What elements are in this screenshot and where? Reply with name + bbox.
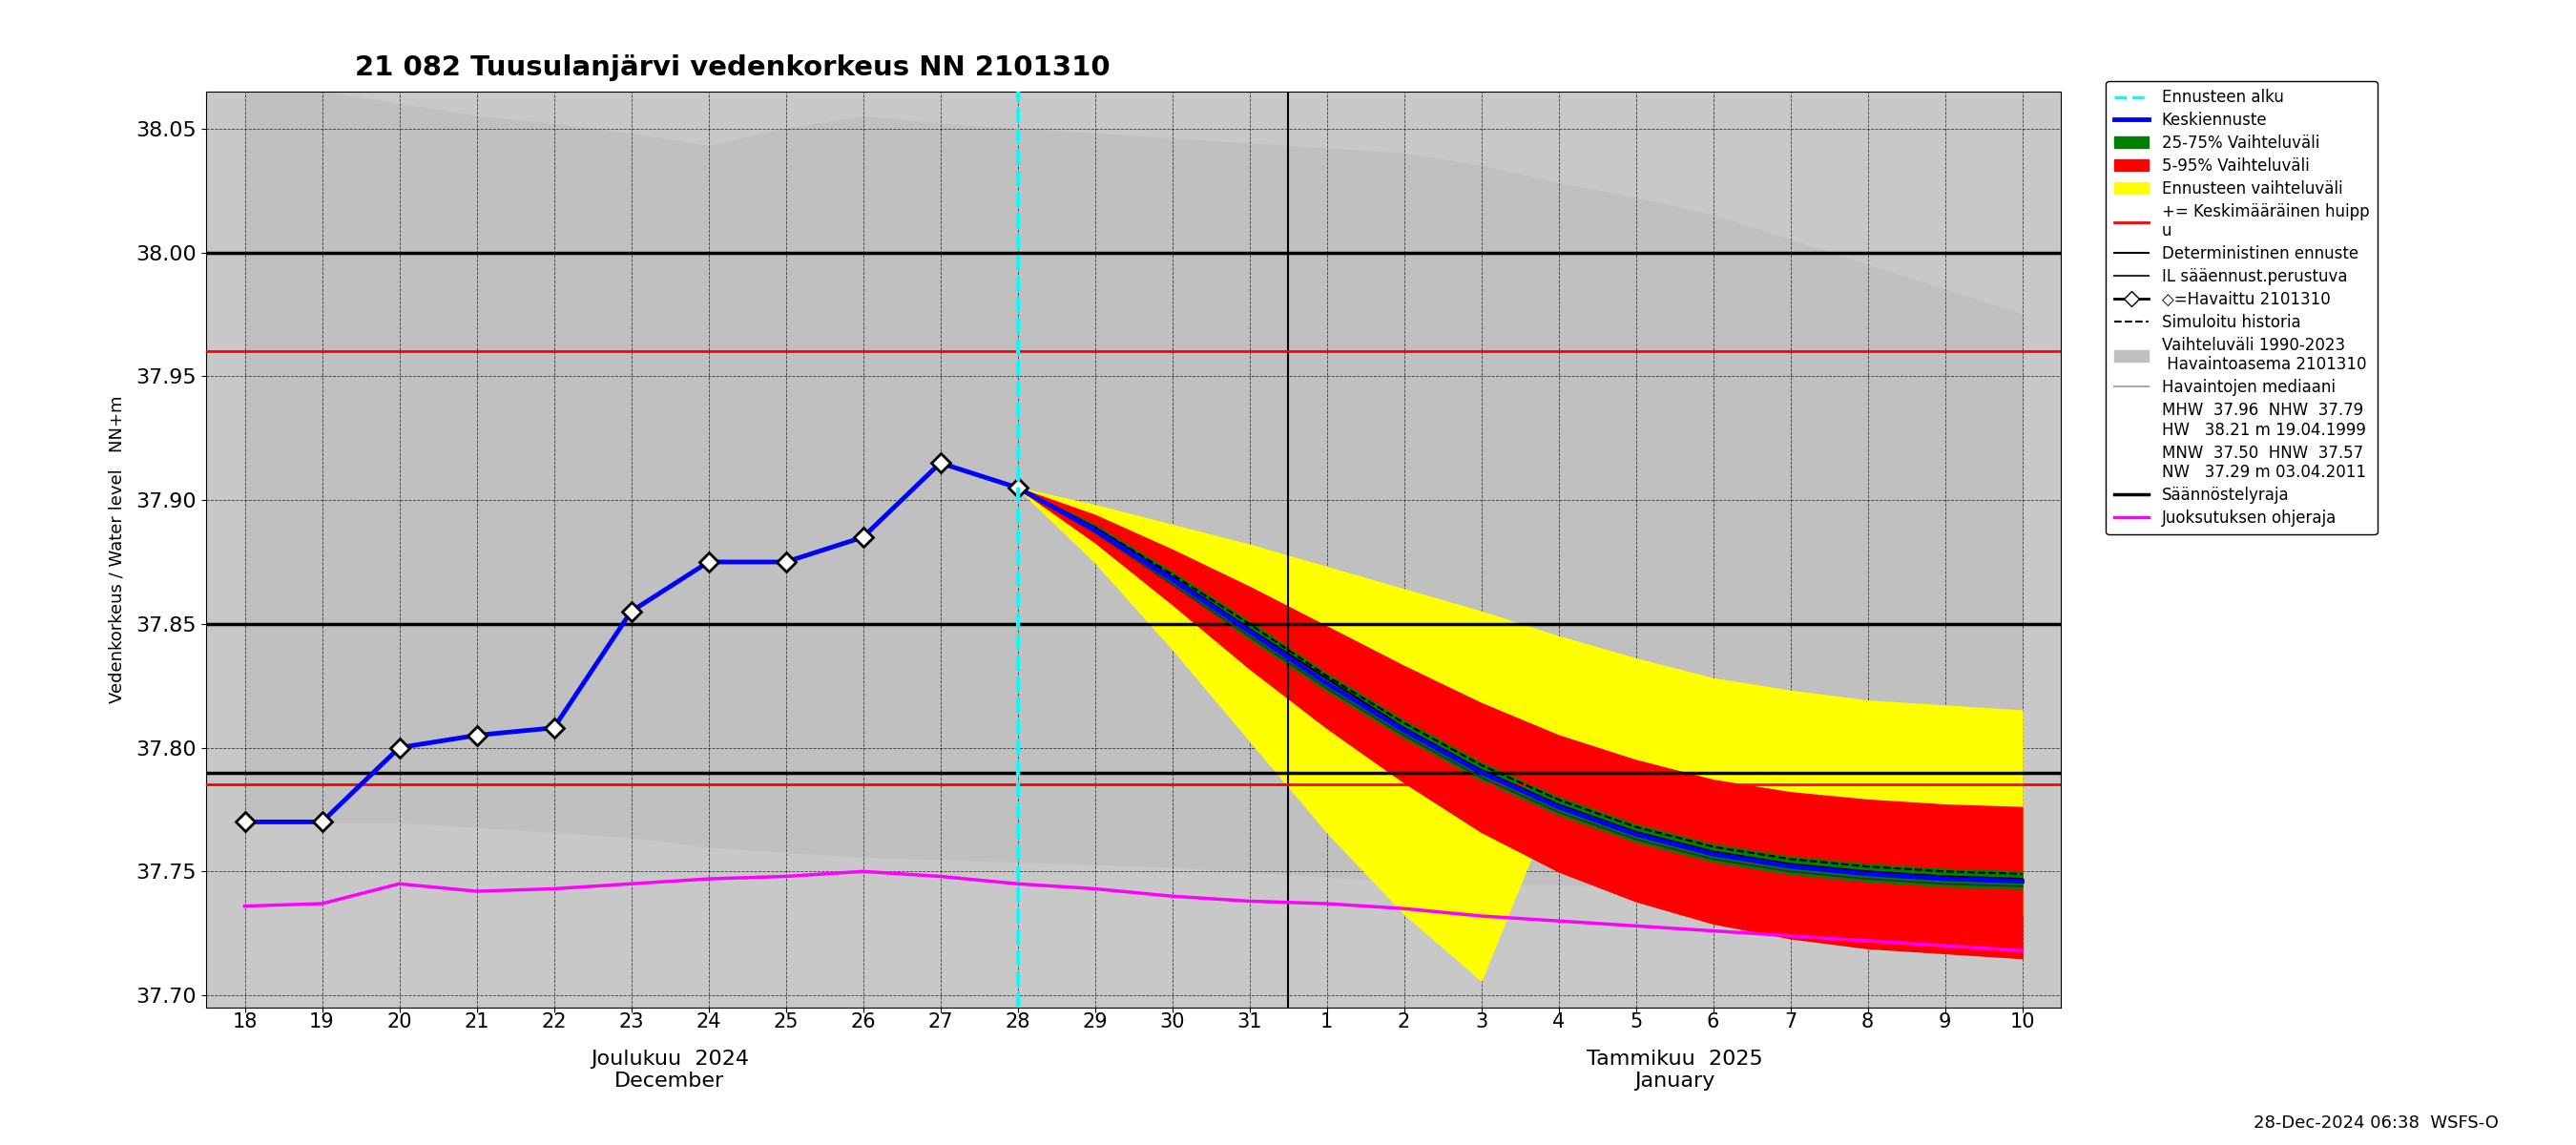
Text: 26: 26	[850, 1012, 876, 1032]
Text: 29: 29	[1082, 1012, 1108, 1032]
Text: 9: 9	[1940, 1012, 1950, 1032]
Text: 3: 3	[1476, 1012, 1486, 1032]
Text: 2: 2	[1399, 1012, 1409, 1032]
Text: 21: 21	[464, 1012, 489, 1032]
Text: Tammikuu  2025
January: Tammikuu 2025 January	[1587, 1050, 1762, 1091]
Text: 10: 10	[2009, 1012, 2035, 1032]
Text: 19: 19	[309, 1012, 335, 1032]
Legend: Ennusteen alku, Keskiennuste, 25-75% Vaihteluväli, 5-95% Vaihteluväli, Ennusteen: Ennusteen alku, Keskiennuste, 25-75% Vai…	[2105, 81, 2378, 535]
Text: 30: 30	[1159, 1012, 1185, 1032]
Text: 8: 8	[1862, 1012, 1873, 1032]
Text: 7: 7	[1785, 1012, 1795, 1032]
Text: 25: 25	[773, 1012, 799, 1032]
Text: 28-Dec-2024 06:38  WSFS-O: 28-Dec-2024 06:38 WSFS-O	[2254, 1114, 2499, 1131]
Text: 5: 5	[1631, 1012, 1641, 1032]
Text: 31: 31	[1236, 1012, 1262, 1032]
Text: 27: 27	[927, 1012, 953, 1032]
Text: 24: 24	[696, 1012, 721, 1032]
Text: Joulukuu  2024
December: Joulukuu 2024 December	[590, 1050, 750, 1091]
Text: 20: 20	[386, 1012, 412, 1032]
Text: 21 082 Tuusulanjärvi vedenkorkeus NN 2101310: 21 082 Tuusulanjärvi vedenkorkeus NN 210…	[355, 55, 1110, 81]
Text: 23: 23	[618, 1012, 644, 1032]
Text: 28: 28	[1005, 1012, 1030, 1032]
Text: 1: 1	[1321, 1012, 1332, 1032]
Text: 4: 4	[1553, 1012, 1564, 1032]
Text: 6: 6	[1708, 1012, 1718, 1032]
Y-axis label: Vedenkorkeus / Water level   NN+m: Vedenkorkeus / Water level NN+m	[108, 396, 126, 703]
Text: 22: 22	[541, 1012, 567, 1032]
Text: 18: 18	[232, 1012, 258, 1032]
